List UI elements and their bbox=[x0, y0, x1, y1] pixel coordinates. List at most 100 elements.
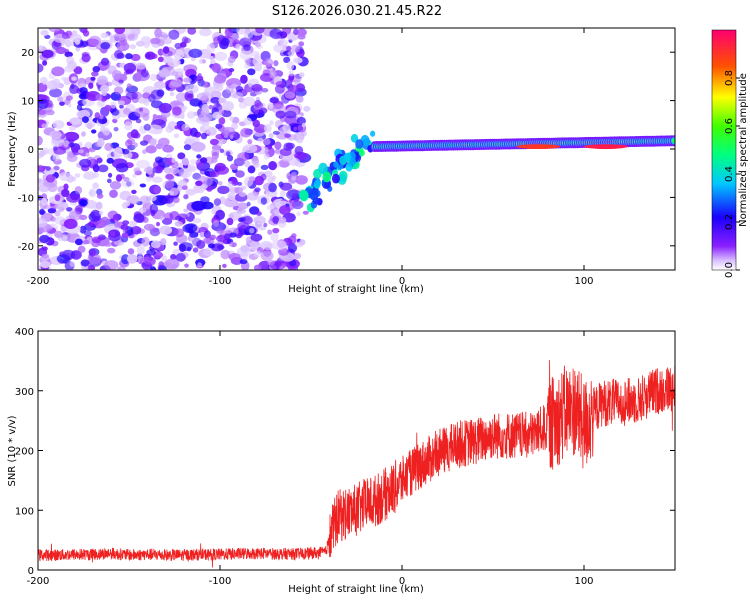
noise-blob bbox=[133, 142, 138, 148]
noise-blob bbox=[272, 130, 280, 135]
noise-blob bbox=[38, 45, 43, 50]
noise-blob bbox=[118, 79, 124, 84]
noise-blob bbox=[149, 138, 157, 147]
noise-blob bbox=[286, 189, 302, 200]
noise-blob bbox=[174, 228, 185, 238]
noise-blob bbox=[267, 229, 273, 235]
noise-blob bbox=[214, 162, 226, 172]
noise-blob bbox=[189, 166, 197, 173]
noise-blob bbox=[206, 186, 213, 192]
noise-blob bbox=[133, 213, 145, 223]
noise-blob bbox=[303, 105, 311, 112]
noise-blob bbox=[237, 152, 250, 162]
noise-blob bbox=[228, 68, 235, 72]
noise-blob bbox=[51, 137, 64, 147]
noise-blob bbox=[39, 234, 50, 244]
noise-blob bbox=[218, 117, 226, 125]
noise-blob bbox=[263, 222, 268, 228]
y-tick-label: 20 bbox=[21, 48, 34, 59]
noise-blob bbox=[240, 127, 252, 138]
colorbar-tick-label: 0.0 bbox=[724, 262, 735, 278]
noise-blob bbox=[145, 166, 153, 175]
noise-blob bbox=[66, 56, 75, 65]
noise-blob bbox=[62, 249, 75, 260]
noise-blob bbox=[273, 60, 279, 67]
noise-blob bbox=[272, 227, 280, 234]
x-tick-label: 0 bbox=[399, 576, 405, 587]
noise-blob bbox=[69, 117, 81, 125]
noise-blob bbox=[263, 153, 270, 160]
noise-blob bbox=[100, 216, 110, 226]
noise-blob bbox=[91, 129, 97, 134]
noise-blob bbox=[79, 158, 92, 168]
noise-blob bbox=[217, 35, 226, 42]
noise-blob bbox=[174, 125, 181, 130]
noise-blob bbox=[123, 62, 137, 74]
noise-blob bbox=[97, 137, 105, 147]
noise-blob bbox=[123, 176, 130, 182]
noise-blob bbox=[221, 126, 236, 137]
noise-blob bbox=[64, 39, 72, 48]
noise-blob bbox=[53, 146, 66, 155]
noise-blob bbox=[248, 176, 256, 182]
noise-blob bbox=[266, 204, 275, 211]
noise-blob bbox=[158, 261, 164, 269]
noise-blob bbox=[271, 175, 277, 181]
noise-blob bbox=[176, 252, 186, 262]
x-tick-label: 0 bbox=[399, 276, 405, 287]
noise-blob bbox=[44, 34, 51, 40]
noise-blob bbox=[192, 247, 199, 253]
noise-blob bbox=[90, 209, 101, 220]
noise-blob bbox=[81, 131, 86, 137]
noise-blob bbox=[240, 244, 251, 253]
noise-blob bbox=[216, 102, 221, 108]
noise-blob bbox=[236, 28, 247, 35]
noise-blob bbox=[81, 116, 89, 123]
noise-blob bbox=[286, 60, 295, 71]
noise-blob bbox=[231, 178, 239, 187]
onset-blob bbox=[358, 149, 365, 157]
noise-blob bbox=[280, 190, 286, 197]
noise-blob bbox=[66, 193, 81, 203]
noise-blob bbox=[288, 70, 294, 77]
noise-blob bbox=[280, 182, 293, 191]
spectrogram-ylabel: Frequency (Hz) bbox=[7, 111, 18, 187]
noise-blob bbox=[156, 89, 165, 97]
noise-blob bbox=[275, 110, 286, 119]
noise-blob bbox=[111, 70, 122, 80]
noise-blob bbox=[41, 49, 54, 59]
noise-blob bbox=[196, 92, 208, 101]
noise-blob bbox=[199, 157, 208, 164]
noise-blob bbox=[295, 83, 306, 93]
noise-blob bbox=[242, 144, 258, 154]
onset-blob bbox=[349, 157, 356, 166]
noise-blob bbox=[68, 142, 74, 148]
noise-blob bbox=[167, 58, 180, 68]
onset-blob bbox=[323, 180, 331, 189]
colorbar: 0.0 0.2 0.4 0.6 0.8 Normalized spectral ampl… bbox=[711, 29, 749, 278]
noise-blob bbox=[106, 178, 112, 184]
noise-blob bbox=[38, 109, 47, 116]
noise-blob bbox=[171, 157, 176, 164]
noise-blob bbox=[249, 227, 255, 234]
noise-blob bbox=[61, 189, 70, 197]
noise-blob bbox=[100, 57, 110, 66]
noise-blob bbox=[122, 220, 130, 226]
noise-blob bbox=[246, 201, 251, 207]
noise-blob bbox=[112, 118, 118, 124]
noise-blob bbox=[261, 88, 269, 93]
noise-blob bbox=[74, 186, 83, 195]
noise-blob bbox=[220, 249, 230, 260]
noise-blob bbox=[111, 108, 120, 116]
onset-blob bbox=[343, 152, 352, 162]
noise-blob bbox=[146, 53, 151, 59]
noise-blob bbox=[54, 216, 66, 225]
noise-blob bbox=[218, 97, 227, 104]
noise-blob bbox=[143, 123, 151, 131]
noise-blob bbox=[293, 107, 299, 113]
noise-blob bbox=[169, 211, 180, 221]
noise-blob bbox=[63, 183, 69, 191]
noise-blob bbox=[54, 210, 61, 217]
noise-blob bbox=[104, 142, 113, 152]
noise-blob bbox=[106, 157, 114, 164]
